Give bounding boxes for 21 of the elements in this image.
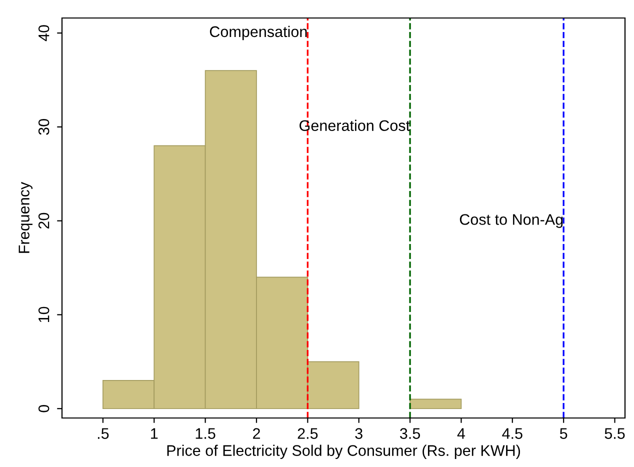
x-axis-title: Price of Electricity Sold by Consumer (Rs. per KWH): [167, 444, 520, 459]
annotation: Cost to Non-Ag: [460, 214, 563, 228]
x-tick-label: 3.5: [400, 428, 420, 439]
y-tick-label: 40: [38, 25, 50, 42]
y-tick-label: 10: [38, 306, 50, 322]
x-tick-label: 1: [151, 428, 158, 439]
y-axis-title: Frequency: [18, 182, 32, 253]
y-tick-label: 0: [38, 404, 50, 412]
y-tick-label: 20: [38, 212, 50, 229]
x-tick-label: 3: [355, 428, 362, 439]
y-tick-label: 30: [38, 119, 50, 135]
x-tick-label: 5.5: [604, 428, 625, 439]
x-tick-label: 5: [560, 428, 568, 439]
annotation: Compensation: [210, 26, 307, 40]
x-tick-label: .5: [98, 428, 109, 439]
x-tick-label: 4.5: [502, 428, 522, 439]
x-tick-label: 2: [253, 428, 260, 439]
x-tick-label: 2.5: [298, 428, 318, 439]
annotation: Generation Cost: [300, 120, 410, 132]
x-tick-label: 1.5: [196, 428, 216, 439]
x-tick-label: 4: [457, 428, 466, 439]
